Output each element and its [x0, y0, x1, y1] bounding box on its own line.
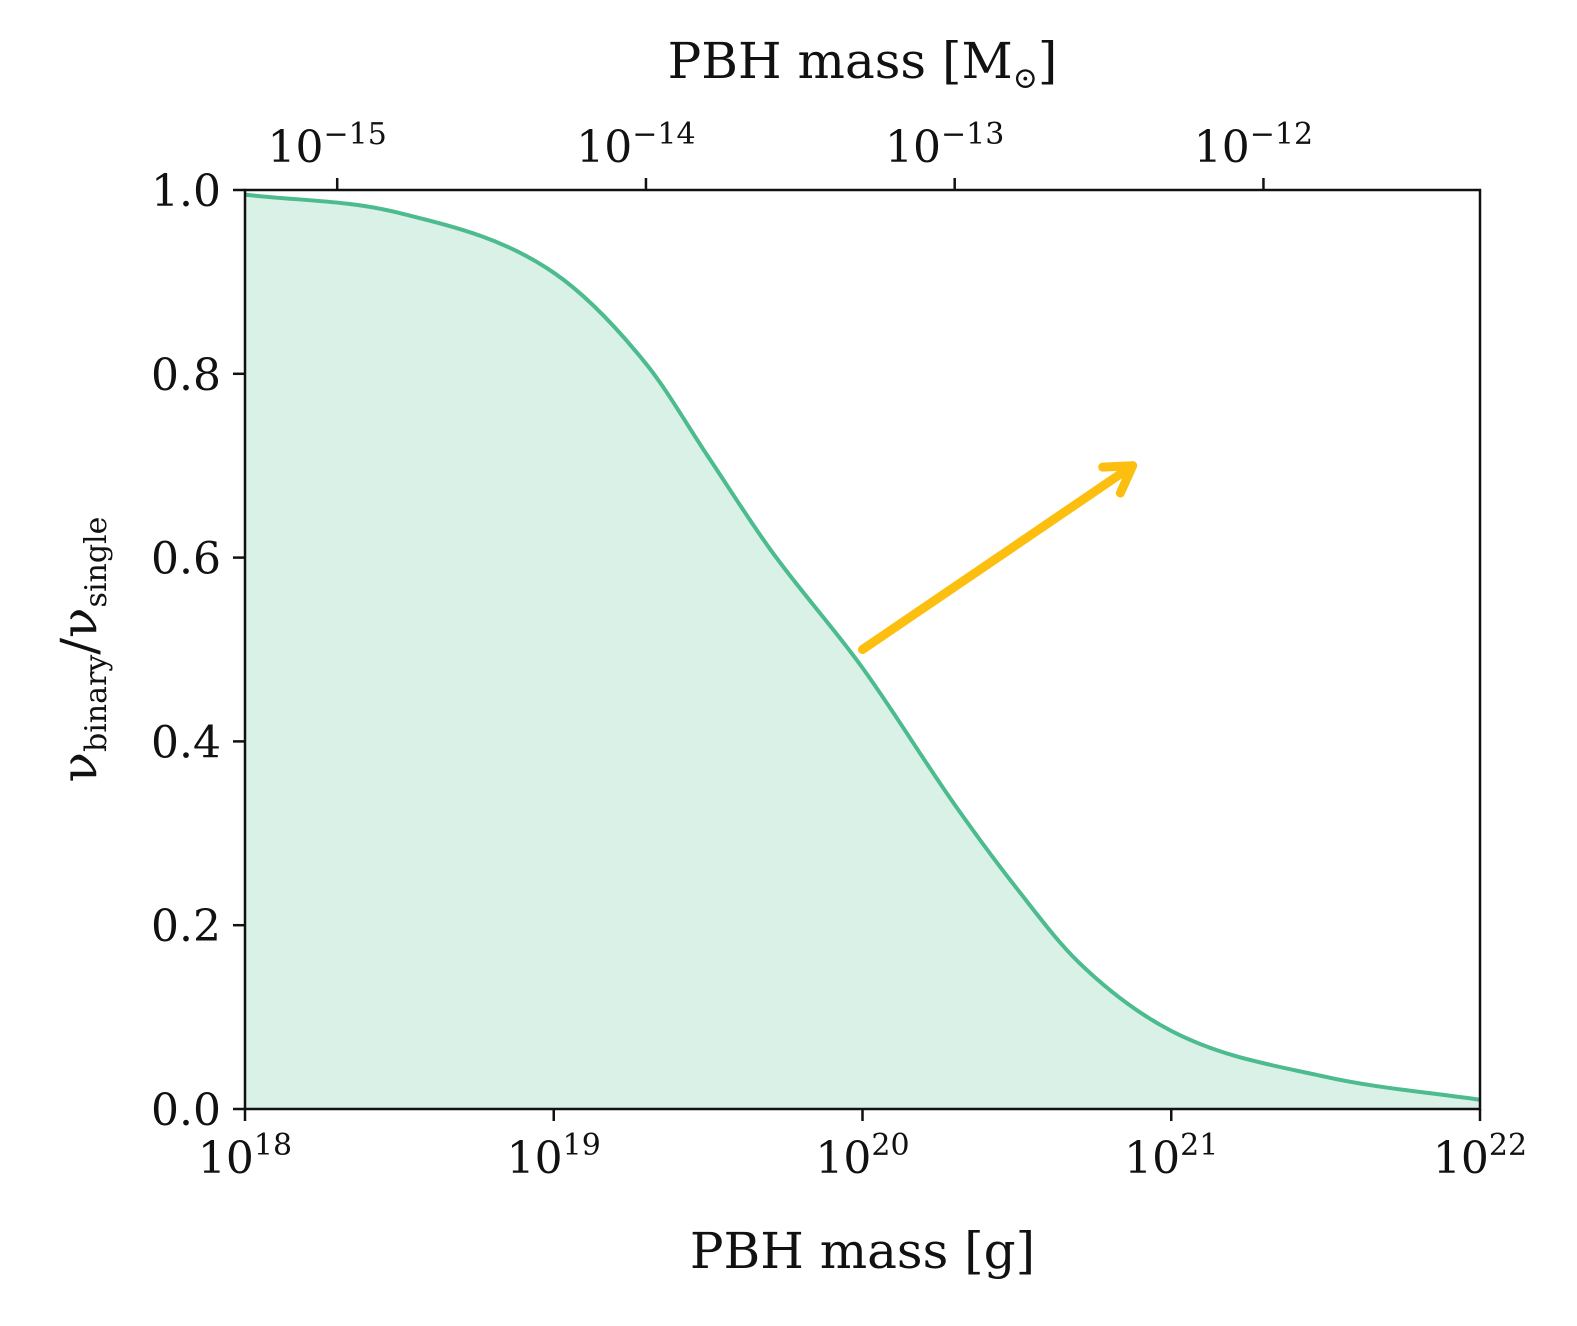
top-x-tick-label: 10−13	[885, 117, 1004, 173]
y-tick-label: 0.6	[151, 534, 221, 585]
series-line	[244, 192, 1481, 1102]
x-tick-label: 1019	[507, 1128, 601, 1184]
y-tick-label: 1.0	[151, 166, 221, 217]
x-tick-label: 1021	[1124, 1128, 1218, 1184]
top-x-tick-label: 10−14	[576, 117, 695, 173]
annotation-arrow-shaft	[858, 461, 1138, 654]
top-x-tick-label: 10−12	[1194, 117, 1313, 173]
x-tick-label: 1020	[815, 1128, 909, 1184]
top-x-tick-label: 10−15	[268, 117, 387, 173]
x-axis-title: PBH mass [g]	[690, 1222, 1035, 1280]
top-x-axis-title: PBH mass [M⊙]	[668, 32, 1058, 96]
y-tick-label: 0.8	[151, 350, 221, 401]
x-tick-label: 1022	[1433, 1128, 1527, 1184]
y-axis-title: νbinary/νsingle	[50, 517, 114, 783]
y-tick-label: 0.2	[151, 901, 221, 952]
y-tick-label: 0.0	[151, 1085, 221, 1136]
x-tick-label: 1018	[198, 1128, 292, 1184]
area-fill	[245, 194, 1480, 1110]
y-tick-label: 0.4	[151, 717, 221, 768]
annotation-arrow-head	[1098, 461, 1138, 498]
